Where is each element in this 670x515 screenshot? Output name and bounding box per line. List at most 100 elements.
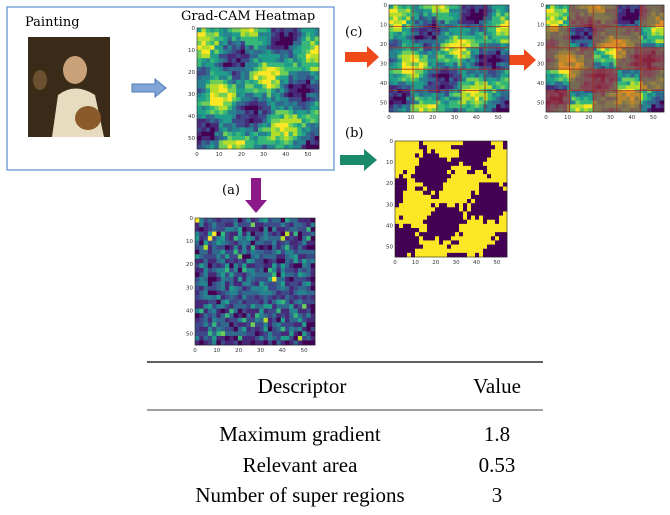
pixel [475, 199, 479, 203]
pixel [419, 145, 423, 149]
pixel [492, 51, 497, 55]
pixel [234, 327, 239, 332]
pixel [281, 250, 286, 255]
pixel [475, 39, 480, 43]
pixel [462, 108, 467, 112]
pixel [306, 263, 311, 268]
pixel [264, 254, 269, 259]
pixel [431, 187, 435, 191]
pixel [223, 32, 228, 37]
pixel [208, 322, 213, 327]
pixel [630, 74, 635, 78]
pixel [311, 268, 316, 273]
pixel [495, 245, 499, 249]
pixel [500, 5, 505, 9]
pixel [228, 28, 233, 33]
pixel [221, 318, 226, 323]
pixel [315, 136, 320, 141]
pixel [280, 97, 285, 102]
pixel [428, 70, 433, 74]
pixel [471, 216, 475, 220]
pixel [245, 28, 250, 33]
pixel [281, 322, 286, 327]
pixel [310, 145, 315, 150]
pixel [475, 195, 479, 199]
pixel [393, 81, 398, 85]
pixel [491, 166, 495, 170]
pixel [415, 187, 419, 191]
pixel [225, 282, 230, 287]
pixel [419, 141, 423, 145]
pixel [262, 54, 267, 59]
pixel [423, 108, 428, 112]
pixel [415, 36, 420, 40]
pixel [487, 162, 491, 166]
pixel [225, 263, 230, 268]
pixel [285, 309, 290, 314]
pixel [280, 54, 285, 59]
pixel [285, 277, 290, 282]
pixel [471, 203, 475, 207]
pixel [276, 272, 281, 277]
pixel [310, 132, 315, 137]
pixel [403, 141, 407, 145]
x-tick-label: 20 [429, 115, 436, 121]
pixel [398, 28, 403, 32]
pixel [276, 245, 281, 250]
pixel [393, 51, 398, 55]
pixel [393, 43, 398, 47]
pixel [455, 245, 459, 249]
pixel [210, 127, 215, 132]
pixel [411, 199, 415, 203]
pixel [289, 254, 294, 259]
pixel [275, 28, 280, 33]
pixel [445, 32, 450, 36]
pixel [258, 119, 263, 124]
pixel [249, 67, 254, 72]
pixel [395, 191, 399, 195]
pixel [499, 141, 503, 145]
pixel [467, 228, 471, 232]
pixel [492, 55, 497, 59]
pixel [228, 84, 233, 89]
pixel [466, 104, 471, 108]
pixel [402, 20, 407, 24]
pixel [479, 191, 483, 195]
pixel [471, 195, 475, 199]
pixel [407, 174, 411, 178]
pixel [467, 220, 471, 224]
pixel [315, 80, 320, 85]
pixel [483, 78, 488, 82]
pixel [435, 145, 439, 149]
pixel [271, 28, 276, 33]
pixel [302, 54, 307, 59]
pixel [431, 236, 435, 240]
pixel [406, 97, 411, 101]
pixel [216, 259, 221, 264]
pixel [415, 93, 420, 97]
pixel [254, 127, 259, 132]
pixel [298, 304, 303, 309]
pixel [219, 106, 224, 111]
pixel [643, 36, 648, 40]
pixel [439, 203, 443, 207]
pixel [210, 110, 215, 115]
pixel [398, 104, 403, 108]
pixel [216, 291, 221, 296]
region [617, 91, 641, 112]
pixel [402, 28, 407, 32]
pixel [427, 240, 431, 244]
pixel [212, 245, 217, 250]
pixel [275, 84, 280, 89]
pixel [491, 224, 495, 228]
pixel [431, 182, 435, 186]
pixel [232, 93, 237, 98]
pixel [306, 218, 311, 223]
pixel [225, 327, 230, 332]
pixel [298, 313, 303, 318]
pixel [419, 162, 423, 166]
pixel [306, 41, 311, 46]
pixel [310, 45, 315, 50]
pixel [483, 158, 487, 162]
pixel [219, 58, 224, 63]
